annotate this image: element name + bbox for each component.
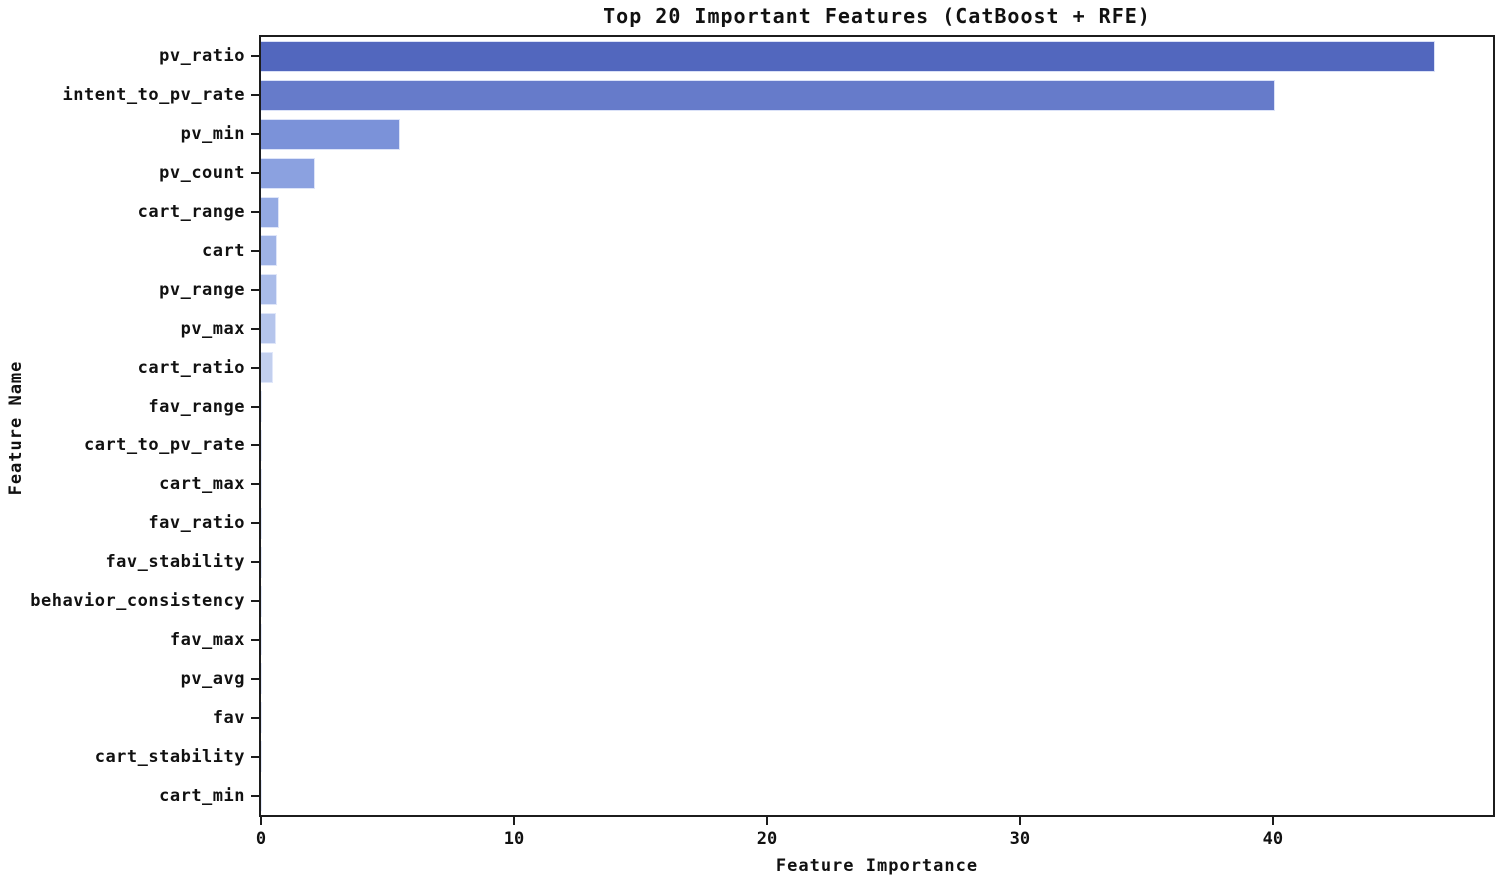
bar-pv_range [261,274,277,306]
bar-behavior_consistency [261,585,262,617]
y-tick-mark [251,366,259,369]
y-tick-label-fav_range: fav_range [148,396,245,417]
bar-pv_avg [261,663,262,695]
y-tick-label-cart_to_pv_rate: cart_to_pv_rate [83,435,245,456]
y-tick-mark [251,94,259,97]
y-tick-label-pv_count: pv_count [159,163,245,184]
y-tick-label-behavior_consistency: behavior_consistency [30,591,245,612]
bar-pv_count [261,157,315,189]
y-tick-label-fav_stability: fav_stability [105,552,245,573]
y-tick-mark [251,133,259,136]
y-tick-label-cart_max: cart_max [159,474,245,495]
chart-title: Top 20 Important Features (CatBoost + RF… [603,4,1151,28]
bar-pv_ratio [261,40,1435,72]
x-tick-label-30: 30 [1009,829,1031,849]
y-tick-label-intent_to_pv_rate: intent_to_pv_rate [62,85,245,106]
y-tick-label-pv_ratio: pv_ratio [159,46,245,67]
y-tick-mark [251,716,259,719]
x-axis-label: Feature Importance [775,856,979,876]
bar-cart_range [261,196,279,228]
x-tick-mark [512,817,515,825]
bar-cart_min [261,780,262,812]
x-tick-label-10: 10 [503,829,525,849]
bar-cart_ratio [261,352,274,384]
y-tick-mark [251,444,259,447]
bar-cart [261,235,278,267]
y-tick-mark [251,405,259,408]
y-tick-mark [251,638,259,641]
y-tick-mark [251,794,259,797]
y-tick-label-cart_min: cart_min [159,785,245,806]
bar-cart_stability [261,741,262,773]
y-tick-mark [251,561,259,564]
bar-fav_ratio [261,507,262,539]
bar-cart_to_pv_rate [261,429,262,461]
y-tick-mark [251,55,259,58]
x-tick-mark [765,817,768,825]
y-tick-mark [251,288,259,291]
x-tick-label-20: 20 [756,829,778,849]
y-tick-label-cart_stability: cart_stability [94,746,245,767]
y-tick-mark [251,211,259,214]
bar-pv_min [261,118,400,150]
x-tick-mark [1018,817,1021,825]
y-tick-label-pv_max: pv_max [180,318,245,339]
y-tick-label-pv_min: pv_min [180,124,245,145]
y-tick-mark [251,677,259,680]
x-axis: 0 10 20 30 40 [255,817,1495,857]
y-tick-label-cart_range: cart_range [137,202,245,223]
y-tick-mark [251,483,259,486]
x-tick-label-0: 0 [255,829,267,849]
x-tick-mark [260,817,262,825]
y-tick-label-cart: cart [202,240,245,261]
x-tick-mark [1271,817,1274,825]
bar-intent_to_pv_rate [261,79,1276,111]
y-tick-label-cart_ratio: cart_ratio [137,357,245,378]
y-tick-label-pv_avg: pv_avg [180,668,245,689]
y-tick-mark [251,249,259,252]
bar-cart_max [261,468,262,500]
bar-fav_range [261,391,263,423]
bar-fav_stability [261,546,262,578]
y-tick-mark [251,522,259,525]
y-tick-label-fav_ratio: fav_ratio [148,513,245,534]
y-tick-mark [251,327,259,330]
x-tick-label-40: 40 [1262,829,1284,849]
y-tick-mark [251,755,259,758]
bar-fav_max [261,624,262,656]
y-tick-label-fav_max: fav_max [169,629,245,650]
bar-pv_max [261,313,276,345]
y-tick-label-fav: fav [212,707,245,728]
plot-area [259,35,1495,817]
bar-fav [261,702,262,734]
y-tick-mark [251,172,259,175]
y-tick-mark [251,600,259,603]
y-tick-label-pv_range: pv_range [159,279,245,300]
